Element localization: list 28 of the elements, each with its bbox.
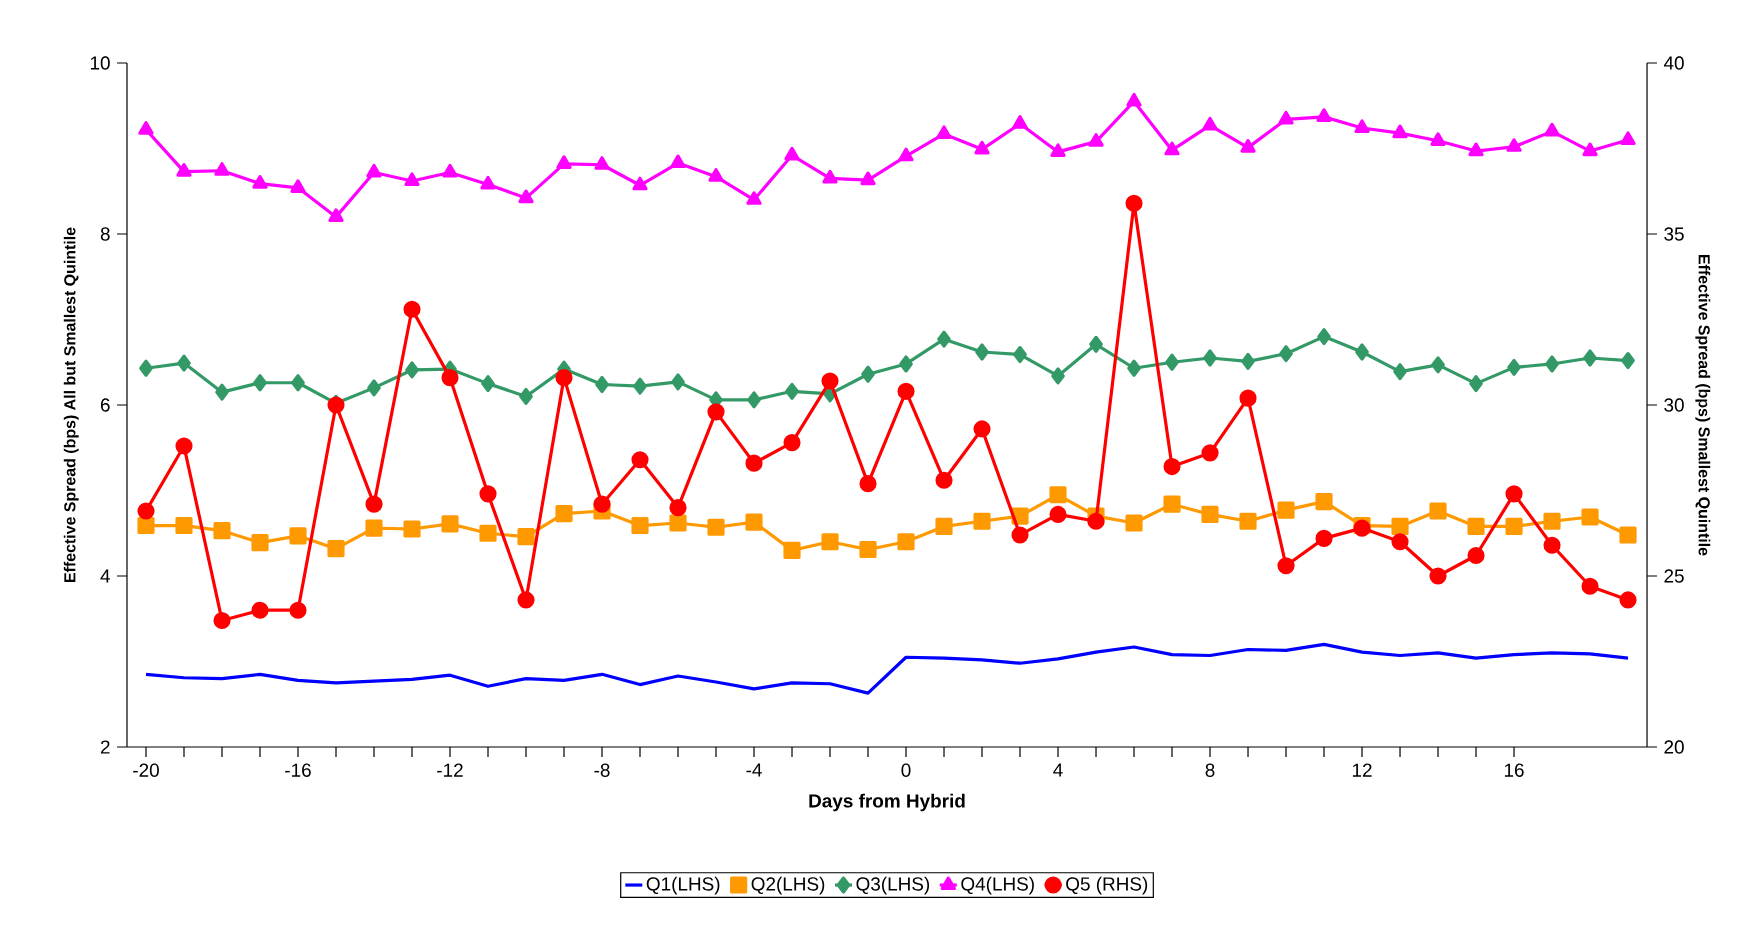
x-tick-label: -12 bbox=[437, 763, 463, 777]
x-tick-label: -8 bbox=[594, 763, 610, 777]
legend-label: Q3(LHS) bbox=[856, 876, 930, 895]
x-tick-label: -4 bbox=[746, 763, 762, 777]
y-tick-label: 10 bbox=[90, 56, 110, 70]
x-tick-label: 8 bbox=[1205, 763, 1215, 777]
y-tick-label: 4 bbox=[100, 569, 110, 583]
y-tick-label: 8 bbox=[100, 227, 110, 241]
y2-tick-label: 20 bbox=[1664, 740, 1684, 754]
y-axis-title: Effective Spread (bps) All but Smallest Quintile bbox=[63, 227, 79, 582]
x-tick-label: 16 bbox=[1504, 763, 1524, 777]
legend-label: Q5 (RHS) bbox=[1066, 876, 1148, 895]
legend-label: Q2(LHS) bbox=[751, 876, 825, 895]
x-tick-label: -16 bbox=[285, 763, 311, 777]
y2-tick-label: 35 bbox=[1664, 227, 1684, 241]
x-tick-label: 12 bbox=[1352, 763, 1372, 777]
legend-label: Q1(LHS) bbox=[646, 876, 720, 895]
y-tick-label: 2 bbox=[100, 740, 110, 754]
x-tick-label: 4 bbox=[1053, 763, 1063, 777]
x-tick-label: -20 bbox=[133, 763, 159, 777]
x-axis-title: Days from Hybrid bbox=[809, 793, 965, 812]
y-tick-label: 6 bbox=[100, 398, 110, 412]
y2-tick-label: 30 bbox=[1664, 398, 1684, 412]
y2-axis-title: Effective Spread (bps) Smallest Quintile bbox=[1695, 255, 1711, 556]
y2-tick-label: 25 bbox=[1664, 569, 1684, 583]
y2-tick-label: 40 bbox=[1663, 56, 1684, 70]
x-tick-label: 0 bbox=[901, 763, 911, 777]
legend-label: Q4(LHS) bbox=[961, 876, 1034, 895]
